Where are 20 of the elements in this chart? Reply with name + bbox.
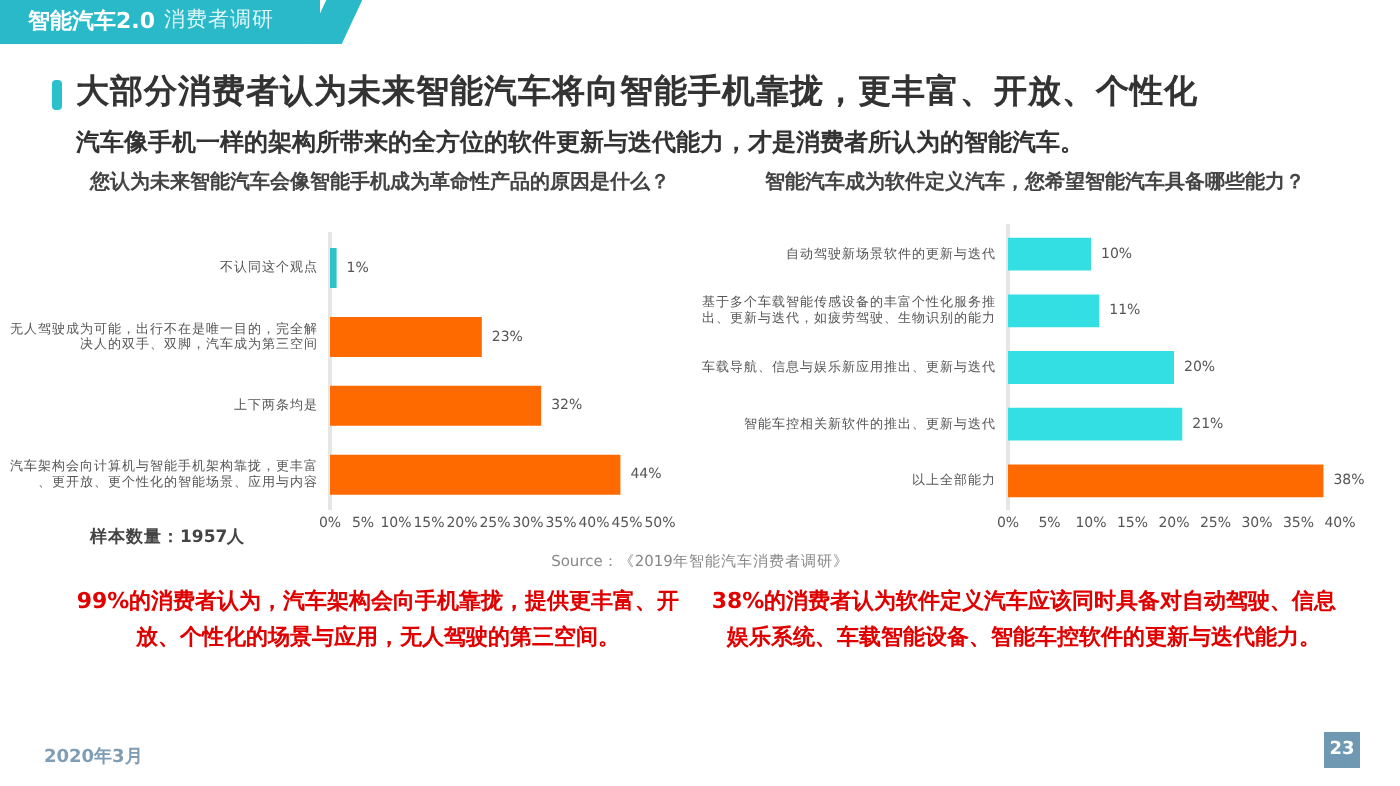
bar [1008, 237, 1091, 271]
text: 23 [1324, 732, 1360, 768]
bar [1008, 351, 1174, 384]
bar [1008, 464, 1324, 498]
text: 消费者调研 [164, 6, 274, 34]
bar [1008, 294, 1100, 328]
bar [330, 385, 542, 426]
text: 大部分消费者认为未来智能汽车将向智能手机靠拢，更丰富、开放、个性化 [76, 70, 1198, 114]
text: 2020年3月 [44, 745, 143, 770]
text: 38%的消费者认为软件定义汽车应该同时具备对自动驾驶、信息娱乐系统、车载智能设备、智能车控软件的更新与迭代能力。 [709, 586, 1339, 654]
chart-title: 智能汽车成为软件定义汽车，您希望智能汽车具备哪些能力？ [763, 170, 1307, 196]
text: 99%的消费者认为，汽车架构会向手机靠拢，提供更丰富、开放、个性化的场景与应用，无人驾驶的第三空间。 [74, 586, 682, 654]
text: 样本数量：1957人 [90, 526, 246, 550]
text: 智能汽车2.0 [28, 6, 155, 36]
bar [330, 316, 482, 357]
text: 汽车像手机一样的架构所带来的全方位的软件更新与迭代能力，才是消费者所认为的智能汽车。 [76, 126, 1084, 160]
bar [330, 248, 337, 289]
chart-title: 您认为未来智能汽车会像智能手机成为革命性产品的原因是什么？ [87, 170, 672, 196]
bar [1008, 407, 1183, 441]
bar [330, 454, 621, 495]
